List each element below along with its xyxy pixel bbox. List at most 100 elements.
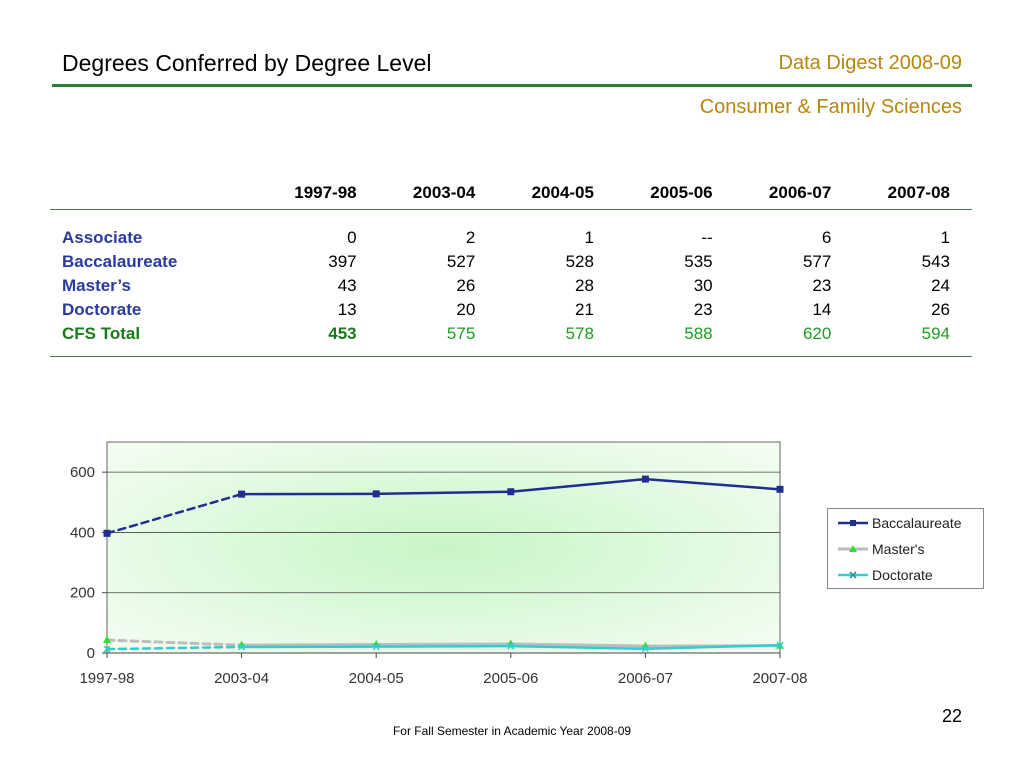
row-label: Master’s — [62, 276, 131, 295]
y-tick-label: 200 — [70, 585, 95, 602]
degrees-table: 1997-98 2003-04 2004-05 2005-06 2006-07 … — [50, 176, 972, 357]
column-header: 1997-98 — [259, 176, 379, 210]
table-cell: 577 — [802, 252, 832, 271]
data-point-doctorate — [103, 645, 111, 653]
table-cell: 14 — [812, 300, 832, 319]
table-cell: 535 — [684, 252, 713, 271]
x-tick-label: 2005-06 — [483, 670, 538, 687]
series-line-master-s — [240, 643, 378, 647]
data-point-baccalaureate — [103, 529, 111, 537]
table-cell: 1 — [940, 228, 950, 247]
series-line-doctorate — [374, 644, 513, 648]
page-number: 22 — [941, 706, 962, 726]
table-cell: 30 — [693, 276, 713, 295]
legend-item-doctorate: Doctorate — [838, 565, 933, 585]
x-tick-label: 2007-08 — [752, 670, 807, 687]
department-label: Consumer & Family Sciences — [699, 96, 962, 118]
table-cell: 13 — [337, 300, 357, 319]
table-cell: 23 — [693, 300, 713, 319]
legend-swatch-icon — [838, 545, 868, 552]
table-cell: 26 — [931, 300, 950, 319]
table-row: Associate 0 2 1 -- 6 1 — [50, 210, 972, 251]
table-cell: 6 — [821, 228, 832, 247]
data-point-doctorate — [507, 642, 515, 650]
data-point-baccalaureate — [776, 485, 784, 493]
row-label: Baccalaureate — [62, 252, 178, 271]
table-cell: 543 — [921, 252, 950, 271]
table-cell: -- — [701, 228, 713, 247]
total-cell: 578 — [497, 322, 616, 357]
series-line-master-s — [374, 642, 513, 647]
table-header-row: 1997-98 2003-04 2004-05 2005-06 2006-07 … — [50, 176, 972, 210]
data-point-baccalaureate — [372, 490, 380, 498]
legend-label: Master's — [872, 541, 925, 557]
data-point-baccalaureate — [641, 475, 649, 483]
degrees-table-container: 1997-98 2003-04 2004-05 2005-06 2006-07 … — [50, 176, 972, 357]
x-tick-label: 1997-98 — [79, 670, 134, 687]
legend-item-baccalaureate: Baccalaureate — [838, 513, 962, 533]
data-point-baccalaureate — [507, 488, 515, 496]
title-divider — [52, 84, 972, 87]
table-cell: 24 — [931, 276, 950, 295]
table-cell: 0 — [347, 228, 357, 247]
data-point-doctorate — [641, 645, 649, 653]
table-cell: 26 — [456, 276, 476, 295]
column-header: 2006-07 — [734, 176, 854, 210]
y-tick-label: 0 — [87, 645, 95, 662]
column-header: 2005-06 — [615, 176, 735, 210]
page-title: Degrees Conferred by Degree Level — [62, 50, 432, 76]
legend-item-masters: Master's — [838, 539, 924, 559]
series-line-baccalaureate — [644, 477, 782, 491]
table-row: Master’s 43 26 28 30 23 24 — [50, 274, 972, 298]
series-line-doctorate — [105, 645, 243, 651]
x-tick-label: 2003-04 — [214, 670, 269, 687]
legend-swatch-icon — [838, 520, 868, 526]
series-line-doctorate — [644, 643, 782, 651]
table-row: Baccalaureate 397 527 528 535 577 543 — [50, 250, 972, 274]
data-point-doctorate — [372, 643, 380, 651]
digest-label: Data Digest 2008-09 — [778, 52, 962, 74]
series-line-baccalaureate — [374, 490, 513, 496]
legend-label: Baccalaureate — [872, 515, 962, 531]
table-cell: 20 — [456, 300, 476, 319]
series-line-doctorate — [509, 644, 647, 651]
table-cell: 43 — [337, 276, 357, 295]
table-cell: 21 — [575, 300, 594, 319]
series-line-master-s — [105, 638, 244, 647]
table-cell: 528 — [565, 252, 594, 271]
table-row: Doctorate 13 20 21 23 14 26 — [50, 298, 972, 322]
data-point-doctorate — [238, 643, 246, 651]
series-line-baccalaureate — [105, 492, 243, 535]
total-cell: 594 — [853, 322, 972, 357]
total-label: CFS Total — [50, 322, 260, 357]
row-label: Associate — [62, 228, 143, 247]
x-tick-label: 2004-05 — [349, 670, 404, 687]
table-cell: 23 — [812, 276, 832, 295]
total-row: CFS Total 453 575 578 588 620 594 — [50, 322, 972, 357]
row-label: Doctorate — [62, 300, 142, 319]
y-tick-label: 400 — [70, 524, 95, 541]
y-tick-label: 600 — [70, 464, 95, 481]
data-point-doctorate — [776, 641, 784, 649]
x-tick-label: 2006-07 — [618, 670, 673, 687]
table-cell: 2 — [465, 228, 476, 247]
total-cell: 620 — [734, 322, 854, 357]
data-point-master-s — [103, 635, 111, 644]
column-header: 2004-05 — [497, 176, 616, 210]
chart-legend: Baccalaureate Master's Doctorate — [827, 508, 984, 589]
data-point-baccalaureate — [238, 490, 246, 498]
legend-label: Doctorate — [872, 567, 933, 583]
plot-area — [106, 441, 781, 654]
series-line-master-s — [509, 642, 647, 648]
total-cell: 588 — [615, 322, 735, 357]
column-header: 2007-08 — [853, 176, 972, 210]
total-cell: 575 — [378, 322, 498, 357]
footnote: For Fall Semester in Academic Year 2008-… — [392, 724, 632, 738]
legend-swatch-icon — [838, 571, 868, 579]
series-line-baccalaureate — [509, 477, 647, 493]
table-header-blank — [50, 176, 260, 210]
total-cell: 453 — [259, 322, 379, 357]
table-cell: 527 — [446, 252, 476, 271]
table-cell: 1 — [584, 228, 594, 247]
